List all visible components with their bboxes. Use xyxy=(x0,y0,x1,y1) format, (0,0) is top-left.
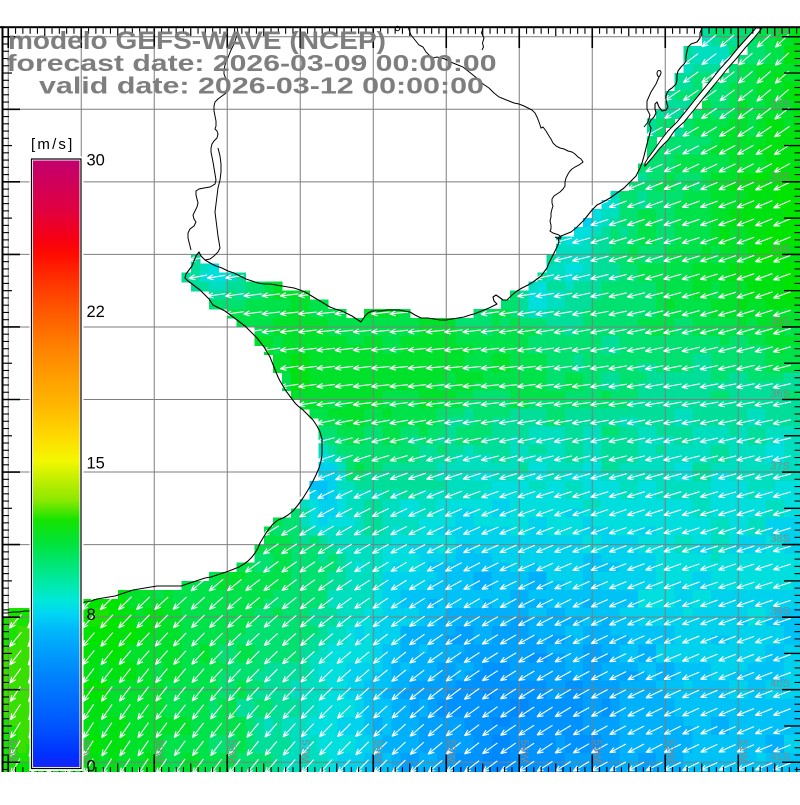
svg-text:34S: 34S xyxy=(770,243,790,255)
svg-text:38S: 38S xyxy=(770,533,790,545)
svg-text:8: 8 xyxy=(87,606,96,624)
svg-text:valid date: 2026-03-12 00:00:0: valid date: 2026-03-12 00:00:00 xyxy=(39,73,484,99)
svg-text:37S: 37S xyxy=(770,461,790,473)
svg-text:36S: 36S xyxy=(770,388,790,400)
svg-text:22: 22 xyxy=(87,303,105,321)
svg-text:[m/s]: [m/s] xyxy=(31,136,75,153)
svg-text:30: 30 xyxy=(87,151,105,169)
svg-text:33S: 33S xyxy=(770,170,790,182)
svg-text:35S: 35S xyxy=(770,315,790,327)
svg-text:39S: 39S xyxy=(770,606,790,618)
svg-text:0: 0 xyxy=(87,757,96,775)
svg-text:32S: 32S xyxy=(770,98,790,110)
svg-text:40S: 40S xyxy=(770,678,790,690)
svg-text:15: 15 xyxy=(87,454,105,472)
svg-text:41S: 41S xyxy=(770,751,790,763)
